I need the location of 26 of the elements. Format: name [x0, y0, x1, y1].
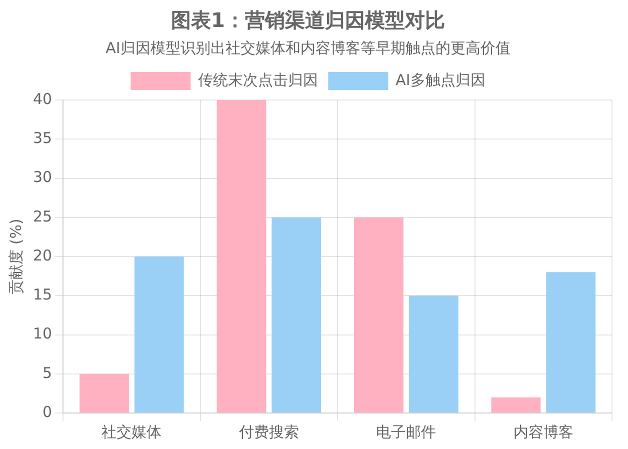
- x-tick-label: 内容博客: [513, 422, 574, 441]
- bar: [546, 272, 596, 412]
- y-tick-label: 5: [42, 364, 52, 382]
- bar: [134, 256, 184, 412]
- y-axis-title: 贡献度 (%): [6, 218, 25, 294]
- y-tick-label: 20: [32, 246, 52, 264]
- x-tick-label: 付费搜索: [238, 422, 299, 441]
- x-tick-label: 社交媒体: [102, 422, 162, 441]
- chart-title: 图表1：营销渠道归因模型对比: [171, 8, 445, 32]
- y-tick-label: 30: [32, 168, 52, 186]
- y-tick-label: 35: [32, 129, 52, 148]
- y-tick-label: 40: [32, 90, 52, 108]
- bar: [408, 296, 458, 412]
- legend-label: 传统末次点击归因: [198, 70, 318, 89]
- y-tick-label: 15: [32, 286, 52, 304]
- x-tick-label: 电子邮件: [376, 422, 436, 441]
- bar: [354, 217, 404, 412]
- y-tick-label: 25: [32, 207, 52, 226]
- bar: [216, 100, 266, 412]
- bar: [272, 217, 322, 412]
- y-tick-label: 10: [32, 324, 52, 343]
- bar: [80, 374, 129, 412]
- bar: [491, 397, 541, 412]
- y-tick-label: 0: [42, 402, 52, 421]
- chart-subtitle: AI归因模型识别出社交媒体和内容博客等早期触点的更高价值: [106, 38, 510, 57]
- legend-label: AI多触点归因: [396, 70, 486, 89]
